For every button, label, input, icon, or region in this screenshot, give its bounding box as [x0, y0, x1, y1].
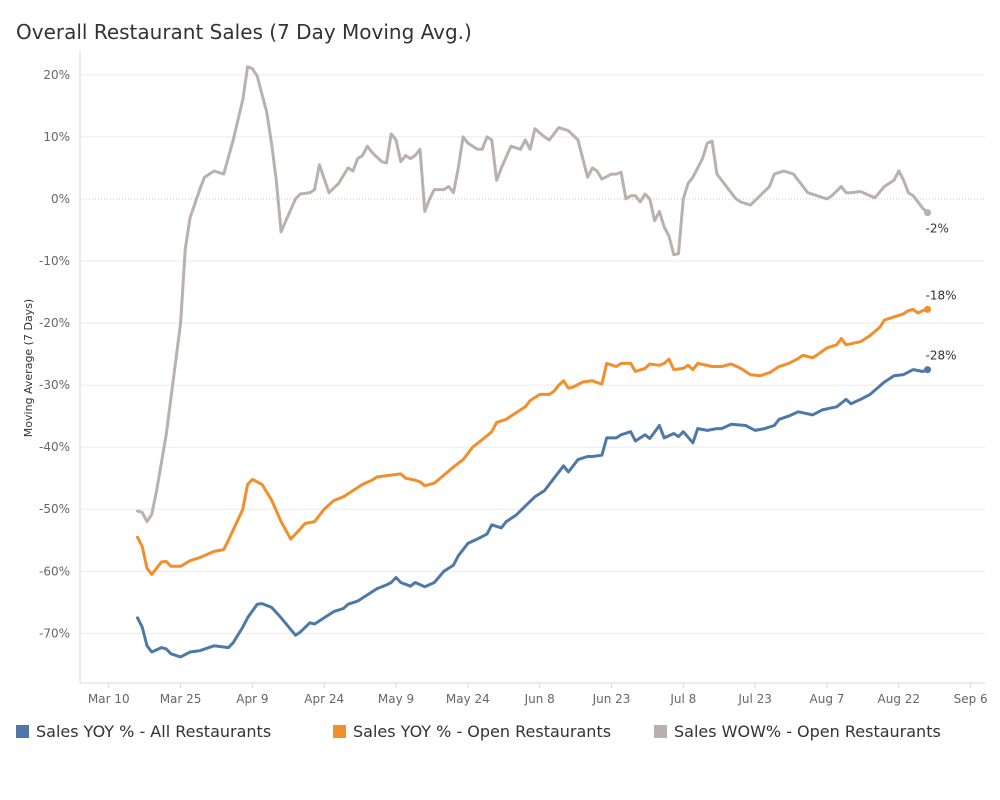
y-tick-label: -50% — [39, 502, 70, 516]
series-end-label-2: -2% — [926, 222, 949, 236]
series-end-label-1: -18% — [926, 288, 957, 302]
legend-swatch-yoy-open — [333, 725, 346, 738]
y-axis-label: Moving Average (7 Days) — [22, 299, 35, 437]
y-tick-label: -70% — [39, 626, 70, 640]
series-end-label-0: -28% — [926, 349, 957, 363]
x-tick-label: Jul 8 — [669, 692, 696, 706]
series-line-1[interactable] — [136, 307, 929, 576]
series-end-point-0[interactable] — [924, 366, 932, 374]
x-tick-label: Mar 10 — [88, 692, 130, 706]
legend: Sales YOY % - All Restaurants Sales YOY … — [16, 722, 986, 746]
axes: 20% 10% 0% -10% -20% -30% -40% -50% -60% -70% Mar … — [39, 50, 988, 706]
legend-label-yoy-open: Sales YOY % - Open Restaurants — [353, 722, 612, 741]
series-line-2[interactable] — [136, 65, 929, 524]
series-end-point-1[interactable] — [924, 305, 932, 313]
x-tick-label: Jul 23 — [737, 692, 772, 706]
y-tick-label: 20% — [43, 68, 70, 82]
y-tick-label: -20% — [39, 316, 70, 330]
legend-item-yoy-open[interactable]: Sales YOY % - Open Restaurants — [333, 722, 611, 741]
x-tick-label: Mar 25 — [160, 692, 202, 706]
x-tick-label: Jun 8 — [524, 692, 555, 706]
y-tick-label: -60% — [39, 564, 70, 578]
y-tick-label: -10% — [39, 254, 70, 268]
y-tick-label: -30% — [39, 378, 70, 392]
y-tick-label: 10% — [43, 130, 70, 144]
legend-swatch-wow-open — [654, 725, 667, 738]
x-tick-label: Aug 22 — [878, 692, 921, 706]
x-tick-label: May 24 — [446, 692, 490, 706]
y-tick-label: -40% — [39, 440, 70, 454]
x-tick-label: Aug 7 — [810, 692, 845, 706]
x-tick-label: Apr 24 — [304, 692, 344, 706]
series-line-0[interactable] — [136, 368, 929, 659]
legend-item-wow-open[interactable]: Sales WOW% - Open Restaurants — [654, 722, 941, 741]
legend-label-yoy-all: Sales YOY % - All Restaurants — [36, 722, 272, 741]
x-tick-label: Sep 6 — [954, 692, 988, 706]
legend-swatch-yoy-all — [16, 725, 29, 738]
series-lines — [136, 65, 932, 659]
chart-title: Overall Restaurant Sales (7 Day Moving A… — [16, 20, 472, 44]
x-tick-label: Jun 23 — [592, 692, 631, 706]
legend-label-wow-open: Sales WOW% - Open Restaurants — [674, 722, 941, 741]
x-tick-label: May 9 — [378, 692, 414, 706]
x-tick-label: Apr 9 — [236, 692, 268, 706]
legend-item-yoy-all[interactable]: Sales YOY % - All Restaurants — [16, 722, 271, 741]
series-end-point-2[interactable] — [924, 209, 932, 217]
y-tick-label: 0% — [51, 192, 70, 206]
end-labels: -28% -18% -2% — [926, 222, 957, 363]
